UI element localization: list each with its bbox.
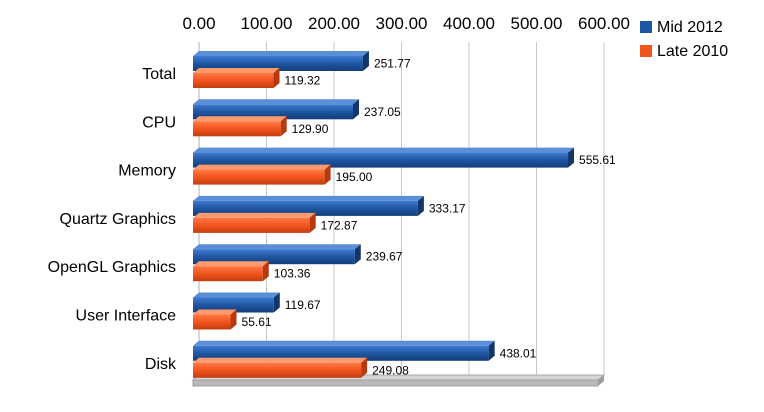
data-label-mid-2012-memory: 555.61 [579,153,616,167]
y-category-disk: Disk [145,356,177,373]
legend-label: Late 2010 [657,43,728,60]
data-label-late-2010-total: 119.32 [285,74,321,88]
y-category-total: Total [142,66,176,83]
bar-late-2010-total [193,68,280,88]
x-tick-label: 0.00 [182,14,215,33]
legend-swatch [640,45,652,57]
x-tick-label: 200.00 [308,14,360,33]
x-tick-label: 100.00 [241,14,293,33]
bar-late-2010-opengl-graphics [193,261,269,282]
data-label-late-2010-opengl-graphics: 103.36 [274,267,311,281]
data-label-mid-2012-opengl-graphics: 239.67 [366,250,403,264]
legend: Mid 2012 Late 2010 [640,19,728,60]
floor-side [598,375,604,386]
data-label-mid-2012-user-interface: 119.67 [285,298,321,312]
data-label-late-2010-memory: 195.00 [336,170,373,184]
x-axis-ticks: 0.00 100.00 200.00 300.00 400.00 500.00 600.00 [182,14,630,33]
bar-mid-2012-user-interface [193,292,280,313]
legend-swatch [640,21,652,33]
data-labels: 251.77 119.32 237.05 129.90 555.61 195.00 333.… [242,57,617,378]
y-category-memory: Memory [118,163,176,180]
bar-late-2010-cpu [193,116,287,137]
data-label-late-2010-user-interface: 55.61 [242,315,272,329]
y-category-cpu: CPU [142,114,176,131]
bar-mid-2012-opengl-graphics [193,244,361,265]
bar-mid-2012-cpu [193,99,360,120]
legend-label: Mid 2012 [657,19,723,36]
data-label-late-2010-cpu: 129.90 [292,122,329,136]
bar-mid-2012-memory [193,147,575,168]
data-label-late-2010-disk: 249.08 [372,363,409,377]
bar-mid-2012-disk [193,340,495,361]
y-axis-categories: Total CPU Memory Quartz Graphics OpenGL Grap… [48,66,177,373]
y-category-user-interface: User Interface [76,308,177,325]
y-category-opengl-graphics: OpenGL Graphics [48,259,176,276]
bar-late-2010-user-interface [193,309,237,330]
data-label-mid-2012-total: 251.77 [374,57,411,71]
data-label-late-2010-quartz-graphics: 172.87 [321,218,358,232]
legend-item-mid-2012: Mid 2012 [640,19,723,36]
data-label-mid-2012-quartz-graphics: 333.17 [429,201,466,215]
gridline [597,42,605,381]
bar-late-2010-disk [193,357,368,378]
x-tick-label: 600.00 [578,14,630,33]
bar-mid-2012-quartz-graphics [193,195,424,216]
x-tick-label: 300.00 [376,14,428,33]
data-label-mid-2012-cpu: 237.05 [364,105,401,119]
gridline [530,42,537,381]
bar-mid-2012-total [193,51,369,71]
bars [193,51,575,378]
y-category-quartz-graphics: Quartz Graphics [60,211,176,228]
x-tick-label: 500.00 [511,14,563,33]
legend-item-late-2010: Late 2010 [640,43,728,60]
bar-late-2010-memory [193,164,331,185]
floor-front [192,379,599,387]
x-tick-label: 400.00 [443,14,495,33]
data-label-mid-2012-disk: 438.01 [500,346,537,360]
bar-late-2010-quartz-graphics [193,212,316,233]
